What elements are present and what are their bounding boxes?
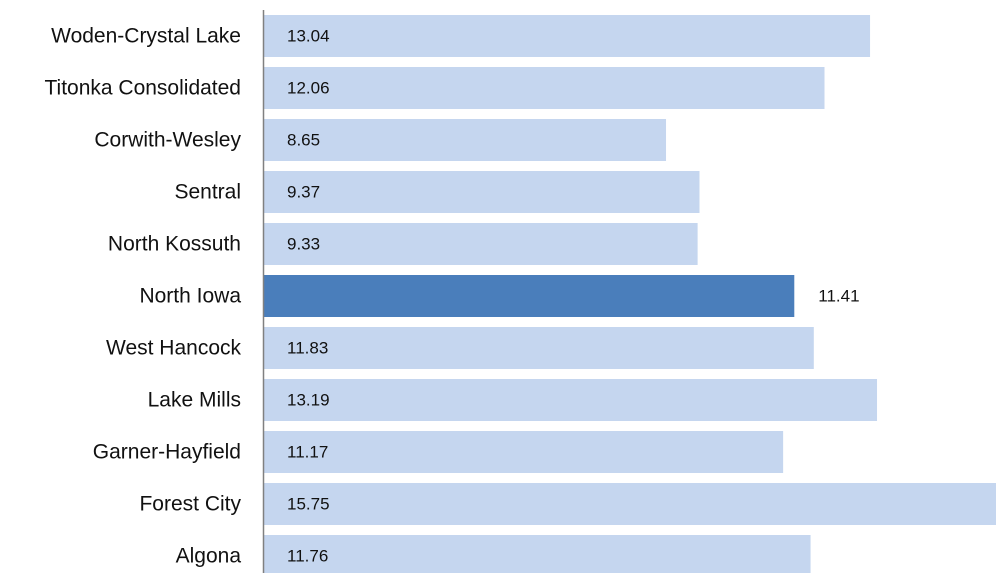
value-label-forest-city: 15.75 xyxy=(287,495,330,514)
value-label-north-iowa: 11.41 xyxy=(818,287,859,306)
value-label-woden-crystal-lake: 13.04 xyxy=(287,27,330,46)
bar-north-kossuth xyxy=(264,223,698,265)
category-label-woden-crystal-lake: Woden-Crystal Lake xyxy=(51,25,241,48)
bar-titonka-consolidated xyxy=(264,67,825,109)
bar-lake-mills xyxy=(264,379,878,421)
value-labels-group: 13.04 12.06 8.65 9.37 9.33 11.41 11.83 13.19 11.… xyxy=(287,27,860,566)
bar-algona xyxy=(264,535,811,573)
value-label-west-hancock: 11.83 xyxy=(287,339,328,358)
category-label-west-hancock: West Hancock xyxy=(106,337,241,360)
category-label-sentral: Sentral xyxy=(174,181,241,204)
category-label-forest-city: Forest City xyxy=(139,493,241,516)
category-label-algona: Algona xyxy=(176,545,242,568)
category-label-north-iowa: North Iowa xyxy=(139,285,241,308)
bar-garner-hayfield xyxy=(264,431,784,473)
category-label-lake-mills: Lake Mills xyxy=(148,389,241,412)
bar-west-hancock xyxy=(264,327,814,369)
bar-sentral xyxy=(264,171,700,213)
value-label-garner-hayfield: 11.17 xyxy=(287,443,328,462)
category-label-garner-hayfield: Garner-Hayfield xyxy=(93,441,241,464)
bar-north-iowa xyxy=(264,275,795,317)
value-label-titonka-consolidated: 12.06 xyxy=(287,79,330,98)
category-label-north-kossuth: North Kossuth xyxy=(108,233,241,256)
bar-corwith-wesley xyxy=(264,119,667,161)
value-label-corwith-wesley: 8.65 xyxy=(287,131,320,150)
value-label-sentral: 9.37 xyxy=(287,183,320,202)
value-label-lake-mills: 13.19 xyxy=(287,391,330,410)
value-label-algona: 11.76 xyxy=(287,547,328,566)
category-labels-group: Woden-Crystal Lake Titonka Consolidated Co… xyxy=(44,25,241,568)
category-label-corwith-wesley: Corwith-Wesley xyxy=(94,129,241,152)
bar-forest-city xyxy=(264,483,996,525)
bar-woden-crystal-lake xyxy=(264,15,871,57)
category-label-titonka-consolidated: Titonka Consolidated xyxy=(44,77,241,100)
bars-group xyxy=(264,15,996,573)
value-label-north-kossuth: 9.33 xyxy=(287,235,320,254)
